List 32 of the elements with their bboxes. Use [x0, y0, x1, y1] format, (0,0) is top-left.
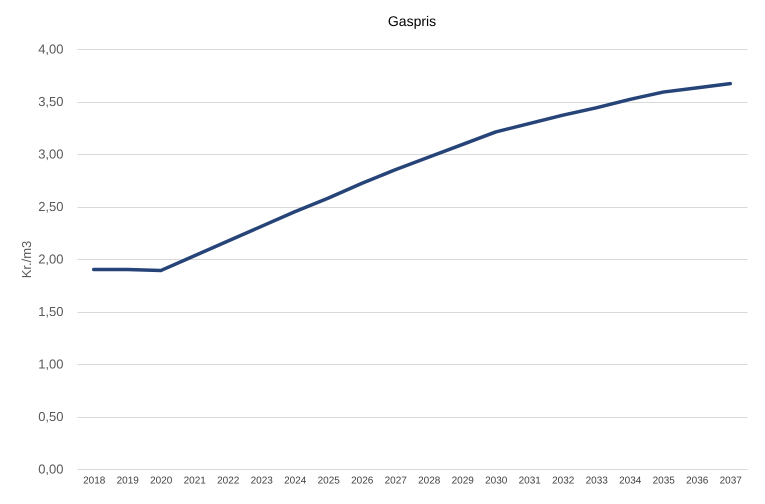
- x-tick-label: 2021: [184, 476, 206, 486]
- line-series: [92, 82, 732, 272]
- y-tick-label: 0,50: [38, 409, 64, 424]
- x-tick-label: 2037: [720, 476, 742, 486]
- x-tick-label: 2019: [116, 476, 140, 486]
- y-tick-label: 2,50: [38, 199, 64, 214]
- y-tick-label: 0,00: [38, 462, 64, 476]
- x-tick-label: 2029: [452, 476, 474, 486]
- y-tick-label: 2,00: [38, 252, 64, 266]
- x-tick-label: 2028: [418, 476, 441, 486]
- x-tick-label: 2026: [351, 476, 374, 486]
- y-tick-label: 1,50: [38, 304, 64, 319]
- y-tick-label: 1,00: [38, 356, 64, 372]
- x-tick-label: 2024: [284, 476, 307, 486]
- x-tick-label: 2030: [485, 476, 508, 486]
- y-tick-label: 3,50: [38, 94, 64, 109]
- y-axis-title: Kr./m3: [19, 240, 34, 278]
- x-tick-label: 2032: [552, 476, 575, 486]
- x-tick-label: 2018: [83, 476, 106, 486]
- x-tick-label: 2031: [518, 476, 542, 486]
- y-tick-label: 3,00: [38, 146, 64, 162]
- x-tick-label: 2025: [318, 476, 340, 486]
- x-tick-label: 2036: [686, 476, 709, 486]
- x-tick-label: 2027: [384, 476, 408, 486]
- x-tick-label: 2033: [586, 476, 608, 486]
- x-tick-label: 2023: [250, 476, 274, 486]
- x-tick-label: 2035: [652, 476, 676, 486]
- x-tick-label: 2034: [619, 476, 642, 486]
- x-tick-label: 2020: [150, 476, 173, 486]
- chart-title: Gaspris: [388, 13, 436, 29]
- y-tick-label: 4,00: [38, 42, 64, 56]
- x-tick-label: 2022: [217, 476, 240, 486]
